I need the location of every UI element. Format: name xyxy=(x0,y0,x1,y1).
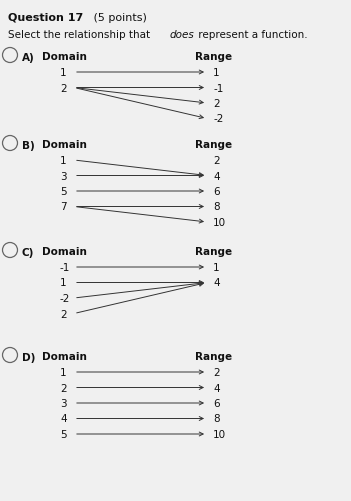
Text: Range: Range xyxy=(195,52,232,62)
Text: D): D) xyxy=(22,352,35,362)
Text: B): B) xyxy=(22,141,35,151)
Text: 1: 1 xyxy=(60,68,67,78)
Text: 2: 2 xyxy=(60,83,67,93)
Text: 2: 2 xyxy=(60,383,67,393)
Text: Domain: Domain xyxy=(42,52,87,62)
Text: -1: -1 xyxy=(213,83,223,93)
Text: 4: 4 xyxy=(60,414,67,424)
Text: 1: 1 xyxy=(60,278,67,288)
Text: 7: 7 xyxy=(60,202,67,212)
Text: 4: 4 xyxy=(213,171,220,181)
Text: 6: 6 xyxy=(213,398,220,408)
Text: 5: 5 xyxy=(60,429,67,439)
Text: 10: 10 xyxy=(213,429,226,439)
Text: 2: 2 xyxy=(213,367,220,377)
Text: 3: 3 xyxy=(60,398,67,408)
Text: Range: Range xyxy=(195,246,232,257)
Text: 6: 6 xyxy=(213,187,220,196)
Text: A): A) xyxy=(22,53,35,63)
Text: Domain: Domain xyxy=(42,140,87,150)
Text: -1: -1 xyxy=(60,263,70,273)
Text: 5: 5 xyxy=(60,187,67,196)
Text: Question 17: Question 17 xyxy=(8,13,83,23)
Text: 4: 4 xyxy=(213,278,220,288)
Text: 2: 2 xyxy=(213,156,220,166)
Text: 10: 10 xyxy=(213,217,226,227)
Text: 8: 8 xyxy=(213,202,220,212)
Text: 1: 1 xyxy=(213,263,220,273)
Text: Domain: Domain xyxy=(42,351,87,361)
Text: 2: 2 xyxy=(213,99,220,109)
Text: 1: 1 xyxy=(60,367,67,377)
Text: 1: 1 xyxy=(60,156,67,166)
Text: Range: Range xyxy=(195,140,232,150)
Text: represent a function.: represent a function. xyxy=(195,30,307,40)
Text: 8: 8 xyxy=(213,414,220,424)
Text: 2: 2 xyxy=(60,309,67,319)
Text: 4: 4 xyxy=(213,383,220,393)
Text: C): C) xyxy=(22,247,34,258)
Text: -2: -2 xyxy=(60,294,70,304)
Text: Range: Range xyxy=(195,351,232,361)
Text: Select the relationship that: Select the relationship that xyxy=(8,30,153,40)
Text: (5 points): (5 points) xyxy=(90,13,147,23)
Text: 3: 3 xyxy=(60,171,67,181)
Text: Domain: Domain xyxy=(42,246,87,257)
Text: 1: 1 xyxy=(213,68,220,78)
Text: -2: -2 xyxy=(213,114,223,124)
Text: does: does xyxy=(170,30,195,40)
